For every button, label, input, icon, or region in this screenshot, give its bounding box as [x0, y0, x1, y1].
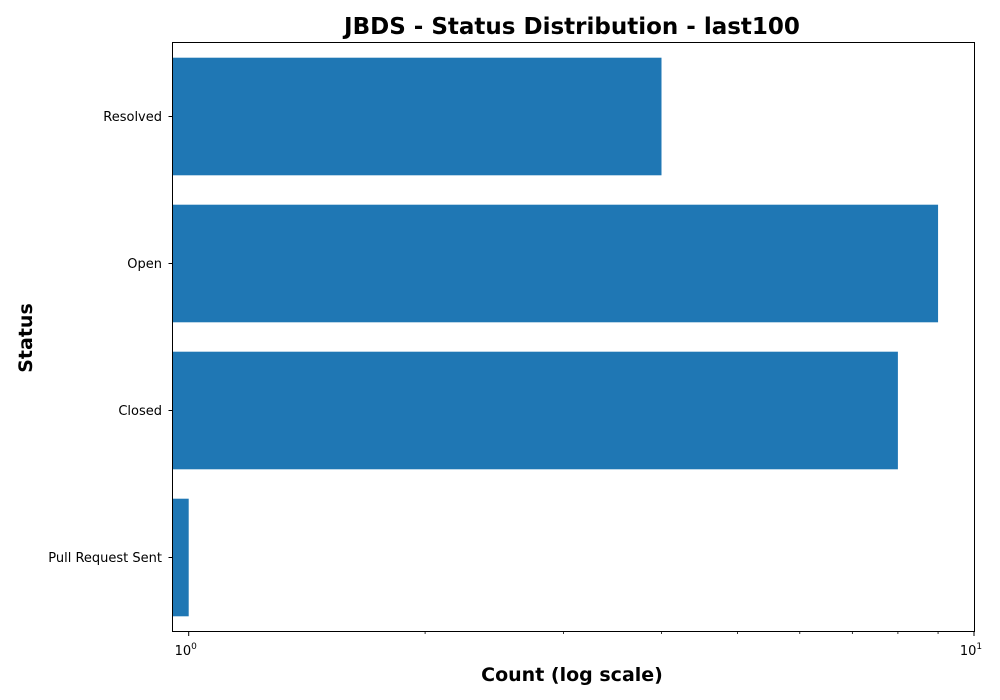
x-axis-ticks: 100 101 [175, 631, 982, 659]
x-axis-label: Count (log scale) [481, 664, 663, 686]
y-tick-label-pull-request-sent: Pull Request Sent [48, 551, 162, 566]
y-tick-label-resolved: Resolved [103, 110, 162, 125]
x-tick-label: 101 [960, 642, 982, 659]
y-tick-label-open: Open [127, 257, 162, 272]
bar-pull-request-sent [173, 498, 189, 617]
chart-title: JBDS - Status Distribution - last100 [342, 14, 800, 40]
y-axis-label: Status [15, 303, 37, 373]
bar-group [173, 57, 939, 617]
plot-frame [172, 42, 975, 632]
bar-resolved [173, 57, 662, 176]
y-tick-label-closed: Closed [118, 404, 162, 419]
bar-open [173, 204, 939, 323]
x-tick-label: 100 [175, 642, 198, 659]
bar-closed [173, 351, 898, 470]
y-axis-ticks: Pull Request Sent Closed Open Resolved [48, 110, 173, 566]
